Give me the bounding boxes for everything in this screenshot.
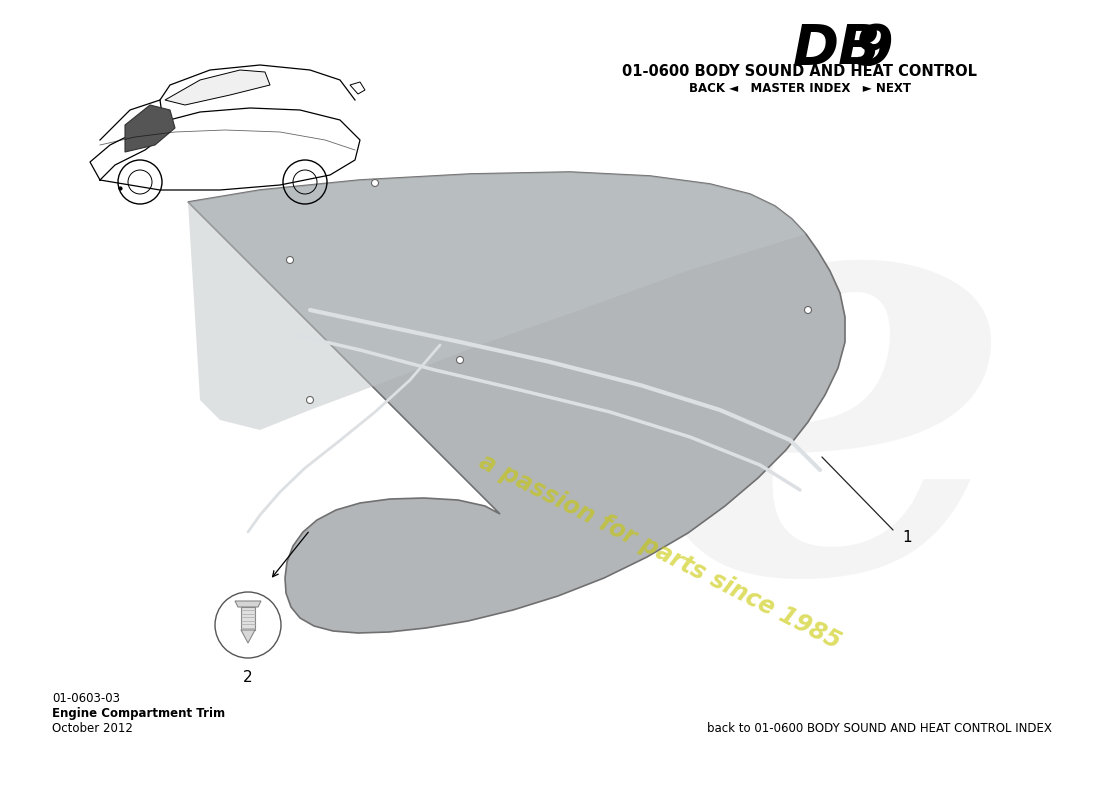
- Circle shape: [286, 257, 294, 263]
- Text: 9: 9: [855, 22, 893, 76]
- Text: a passion for parts since 1985: a passion for parts since 1985: [475, 450, 845, 654]
- Text: 1: 1: [902, 530, 912, 546]
- Polygon shape: [188, 172, 806, 430]
- Text: Engine Compartment Trim: Engine Compartment Trim: [52, 707, 226, 720]
- Polygon shape: [165, 70, 270, 105]
- Text: DB: DB: [793, 22, 881, 76]
- Text: e: e: [645, 128, 1015, 692]
- Polygon shape: [241, 630, 255, 643]
- Circle shape: [456, 357, 463, 363]
- Polygon shape: [241, 607, 255, 630]
- Text: BACK ◄   MASTER INDEX   ► NEXT: BACK ◄ MASTER INDEX ► NEXT: [689, 82, 911, 95]
- Polygon shape: [350, 82, 365, 94]
- Circle shape: [804, 306, 812, 314]
- Text: 01-0603-03: 01-0603-03: [52, 692, 120, 705]
- Text: 2: 2: [243, 670, 253, 686]
- Text: 01-0600 BODY SOUND AND HEAT CONTROL: 01-0600 BODY SOUND AND HEAT CONTROL: [623, 64, 978, 79]
- Text: October 2012: October 2012: [52, 722, 133, 735]
- Polygon shape: [188, 172, 845, 633]
- Polygon shape: [125, 105, 175, 152]
- Circle shape: [307, 397, 314, 403]
- Polygon shape: [235, 601, 261, 607]
- Text: back to 01-0600 BODY SOUND AND HEAT CONTROL INDEX: back to 01-0600 BODY SOUND AND HEAT CONT…: [707, 722, 1052, 735]
- Circle shape: [372, 179, 378, 186]
